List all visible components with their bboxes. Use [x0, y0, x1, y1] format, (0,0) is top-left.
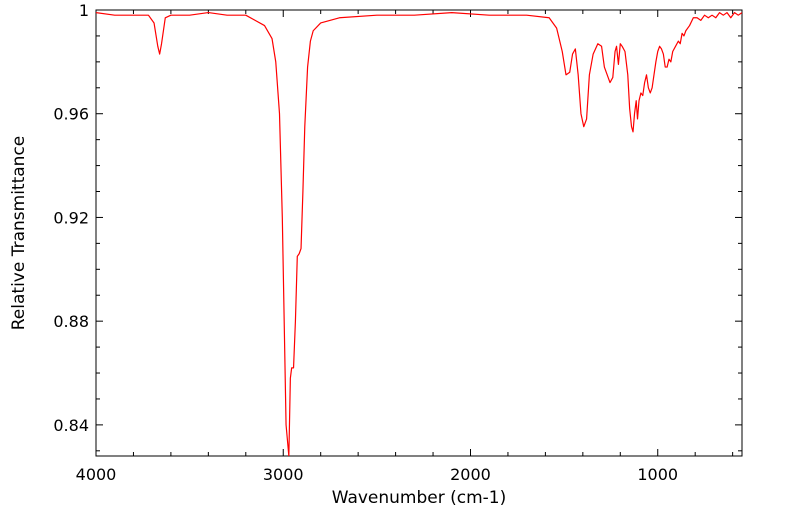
y-tick-label: 0.84	[53, 416, 89, 435]
plot-frame	[95, 9, 743, 457]
x-tick-label: 1000	[637, 465, 678, 484]
x-axis-title: Wavenumber (cm-1)	[332, 488, 507, 508]
y-axis-title: Relative Transmittance	[9, 136, 29, 331]
x-tick-label: 4000	[76, 465, 117, 484]
y-tick-label: 0.92	[53, 208, 89, 227]
spectrum-series-line	[96, 11, 742, 456]
y-tick-label: 1	[79, 1, 89, 20]
x-tick-label: 3000	[263, 465, 304, 484]
y-tick-label: 0.96	[53, 105, 89, 124]
x-tick-label: 2000	[450, 465, 491, 484]
y-tick-label: 0.88	[53, 312, 89, 331]
